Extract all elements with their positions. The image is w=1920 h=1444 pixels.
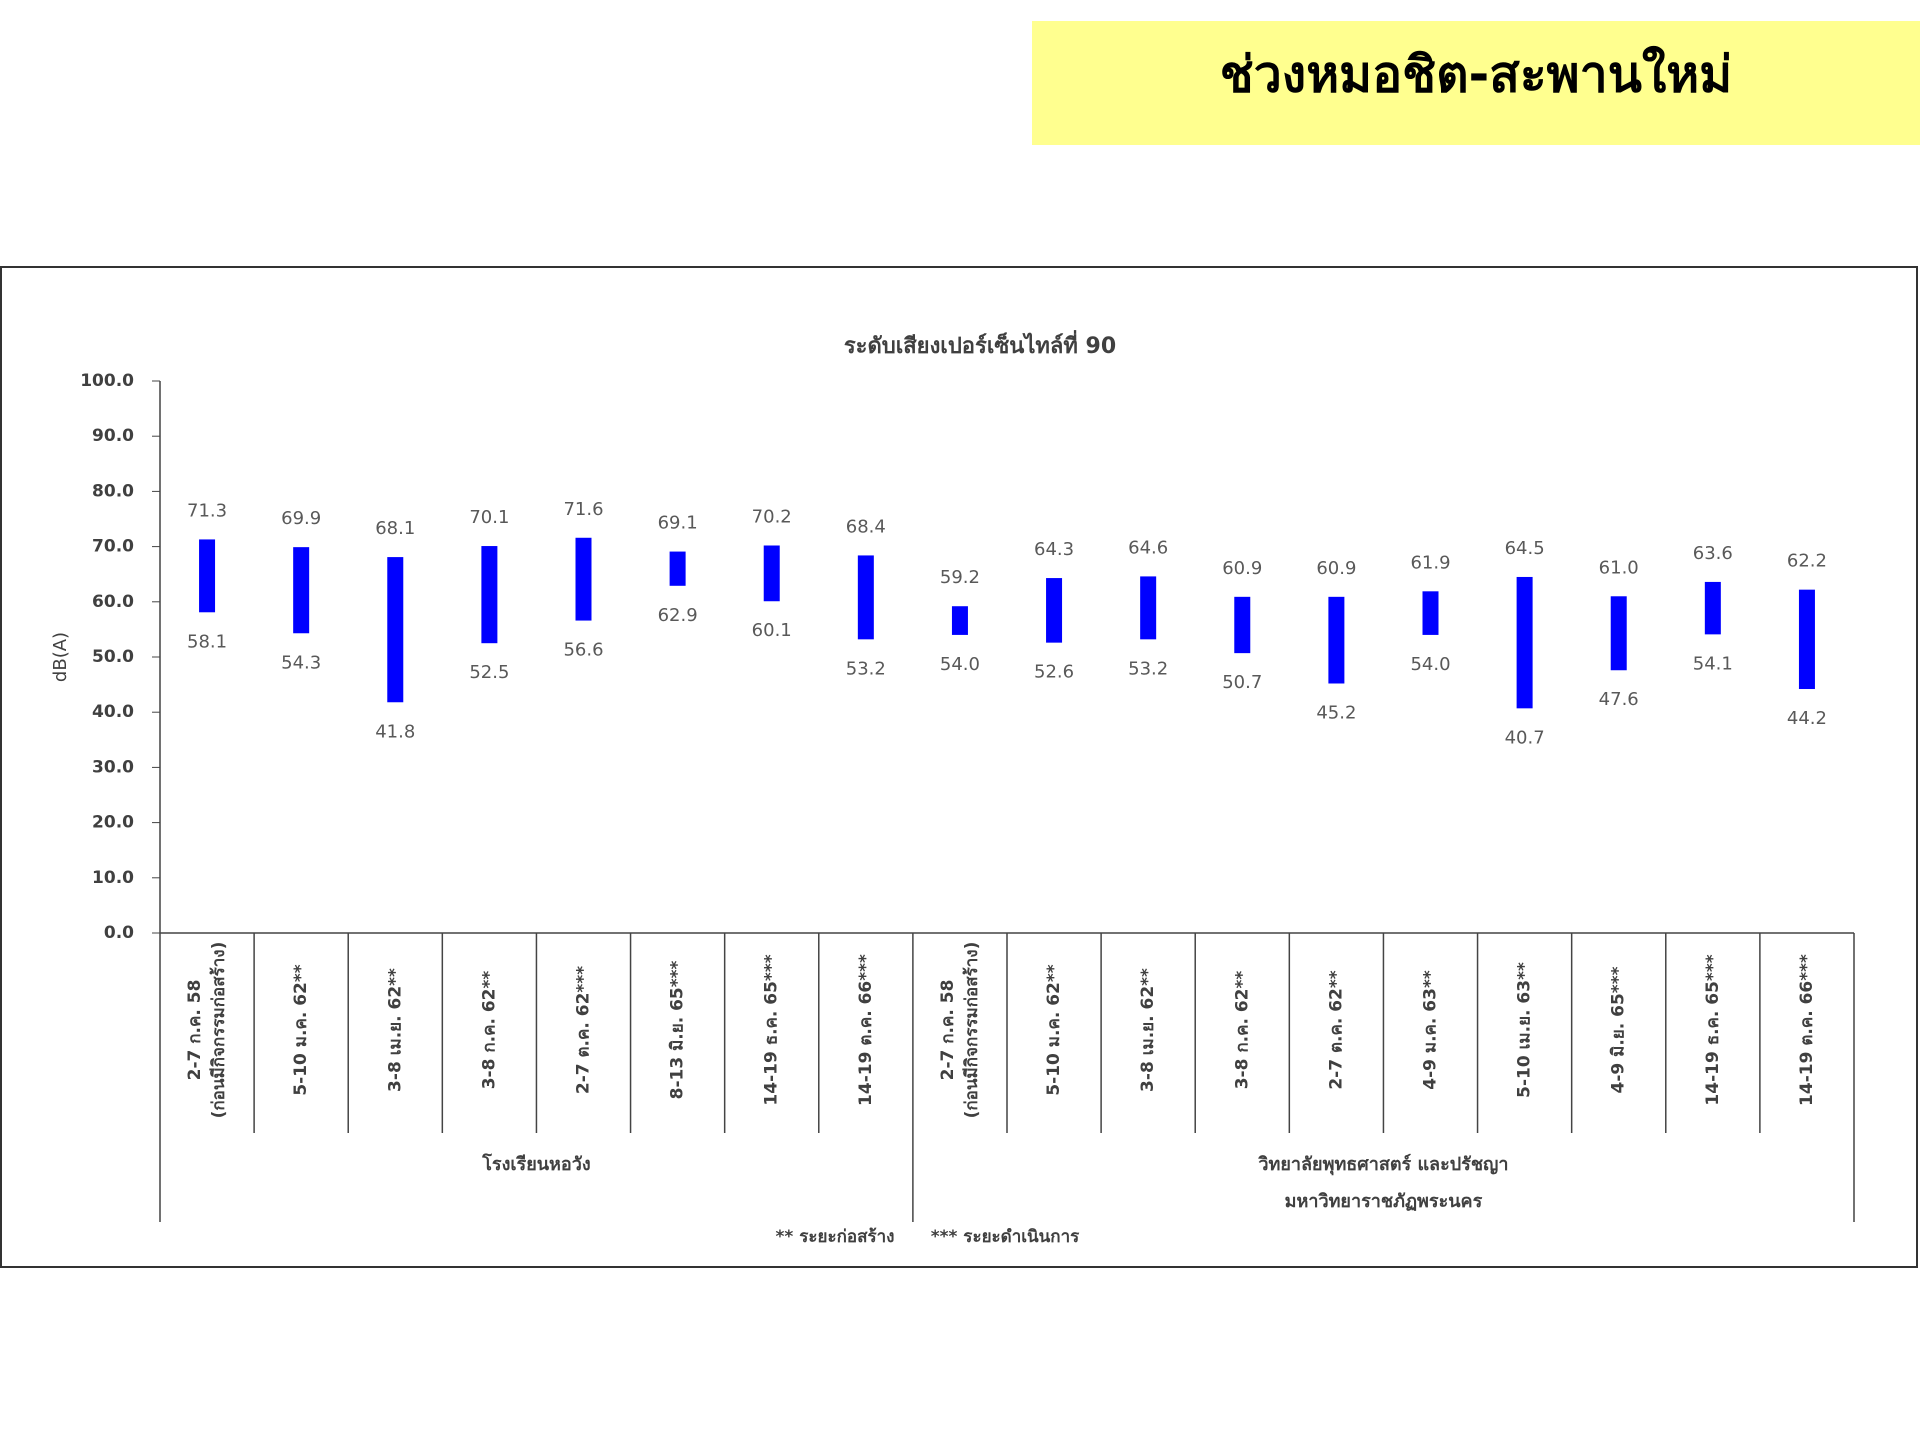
range-bar bbox=[1610, 596, 1627, 671]
range-bar bbox=[1516, 576, 1533, 709]
x-tick-label: 14-19 ต.ค. 66*** bbox=[1797, 954, 1817, 1106]
x-tick-label: 2-7 ต.ค. 62*** bbox=[574, 966, 594, 1094]
y-tick-label: 20.0 bbox=[92, 813, 134, 833]
high-label: 69.1 bbox=[658, 513, 698, 534]
low-label: 50.7 bbox=[1222, 672, 1262, 693]
range-bar bbox=[1140, 576, 1157, 640]
y-tick-label: 80.0 bbox=[92, 481, 134, 501]
low-label: 41.8 bbox=[375, 721, 415, 742]
high-label: 68.1 bbox=[375, 518, 415, 539]
high-label: 70.2 bbox=[752, 506, 792, 527]
range-bar bbox=[481, 546, 498, 644]
x-tick-label: 5-10 เม.ย. 63** bbox=[1515, 962, 1535, 1098]
x-tick-label: 3-8 ก.ค. 62** bbox=[1232, 971, 1252, 1090]
range-bar bbox=[575, 537, 592, 621]
high-label: 70.1 bbox=[469, 507, 509, 528]
y-tick-label: 90.0 bbox=[92, 426, 134, 446]
range-bar bbox=[951, 606, 968, 635]
range-bar bbox=[1704, 581, 1721, 635]
high-label: 68.4 bbox=[846, 516, 886, 537]
high-label: 60.9 bbox=[1222, 558, 1262, 579]
x-tick-label: 3-8 เม.ย. 62** bbox=[385, 968, 405, 1092]
title-box bbox=[1032, 21, 1920, 145]
low-label: 44.2 bbox=[1787, 708, 1827, 729]
chart-title: ระดับเสียงเปอร์เซ็นไทล์ที่ 90 bbox=[844, 329, 1116, 359]
range-bar bbox=[293, 547, 310, 634]
low-label: 60.1 bbox=[752, 620, 792, 641]
low-label: 52.5 bbox=[469, 662, 509, 683]
high-label: 61.0 bbox=[1599, 557, 1639, 578]
low-label: 40.7 bbox=[1505, 727, 1545, 748]
y-tick-label: 70.0 bbox=[92, 537, 134, 557]
range-bar bbox=[1234, 596, 1251, 654]
high-label: 61.9 bbox=[1410, 552, 1450, 573]
chart-frame bbox=[0, 266, 1918, 1268]
low-label: 52.6 bbox=[1034, 662, 1074, 683]
x-tick-label: 2-7 ก.ค. 58 bbox=[185, 980, 205, 1081]
page-title: ช่วงหมอชิต-สะพานใหม่ bbox=[1220, 46, 1732, 104]
high-label: 62.2 bbox=[1787, 551, 1827, 572]
range-bar bbox=[669, 551, 686, 586]
high-label: 59.2 bbox=[940, 567, 980, 588]
y-tick-label: 50.0 bbox=[92, 647, 134, 667]
x-tick-label: 14-19 ต.ค. 66*** bbox=[856, 954, 876, 1106]
x-tick-label: 5-10 ม.ค. 62** bbox=[291, 964, 311, 1095]
y-tick-label: 10.0 bbox=[92, 868, 134, 888]
group-label: วิทยาลัยพุทธศาสตร์ และปรัชญา bbox=[1257, 1153, 1508, 1176]
x-tick-label: 3-8 ก.ค. 62** bbox=[479, 971, 499, 1090]
footnote: *** ระยะดำเนินการ bbox=[931, 1227, 1080, 1247]
x-tick-label: 3-8 เม.ย. 62** bbox=[1138, 968, 1158, 1092]
x-tick-label: 14-19 ธ.ค. 65*** bbox=[1703, 954, 1723, 1105]
range-bar bbox=[1046, 578, 1063, 643]
range-bar bbox=[857, 555, 874, 640]
high-label: 71.3 bbox=[187, 500, 227, 521]
high-label: 69.9 bbox=[281, 508, 321, 529]
x-tick-label: 14-19 ธ.ค. 65*** bbox=[762, 954, 782, 1105]
y-axis-label: dB(A) bbox=[50, 632, 71, 682]
x-tick-label: (ก่อนมีกิจกรรมก่อสร้าง) bbox=[208, 942, 229, 1119]
low-label: 45.2 bbox=[1316, 702, 1356, 723]
x-tick-label: 8-13 มิ.ย. 65*** bbox=[668, 960, 688, 1099]
low-label: 58.1 bbox=[187, 631, 227, 652]
x-tick-label: 2-7 ก.ค. 58 bbox=[938, 980, 958, 1081]
high-label: 64.5 bbox=[1505, 538, 1545, 559]
x-tick-label: 5-10 ม.ค. 62** bbox=[1044, 964, 1064, 1095]
range-bar bbox=[199, 539, 216, 613]
high-label: 64.3 bbox=[1034, 539, 1074, 560]
x-tick-label: 4-9 ม.ค. 63** bbox=[1421, 970, 1441, 1090]
group-label: มหาวิทยาราชภัฏพระนคร bbox=[1285, 1191, 1483, 1212]
low-label: 56.6 bbox=[563, 640, 603, 661]
range-bar bbox=[1328, 596, 1345, 684]
y-tick-label: 60.0 bbox=[92, 592, 134, 612]
high-label: 71.6 bbox=[563, 499, 603, 520]
y-tick-label: 40.0 bbox=[92, 702, 134, 722]
low-label: 54.0 bbox=[940, 654, 980, 675]
x-tick-label: (ก่อนมีกิจกรรมก่อสร้าง) bbox=[961, 942, 982, 1119]
footnote: ** ระยะก่อสร้าง bbox=[776, 1227, 895, 1247]
low-label: 54.1 bbox=[1693, 653, 1733, 674]
low-label: 54.3 bbox=[281, 652, 321, 673]
range-bar bbox=[1422, 591, 1439, 635]
low-label: 62.9 bbox=[658, 605, 698, 626]
range-bar bbox=[763, 545, 780, 602]
high-label: 63.6 bbox=[1693, 543, 1733, 564]
range-bar bbox=[387, 557, 404, 703]
group-label: โรงเรียนหอวัง bbox=[481, 1153, 590, 1175]
high-label: 64.6 bbox=[1128, 537, 1168, 558]
x-tick-label: 4-9 มิ.ย. 65*** bbox=[1609, 966, 1629, 1093]
y-tick-label: 30.0 bbox=[92, 757, 134, 777]
range-bar bbox=[1798, 589, 1815, 690]
low-label: 54.0 bbox=[1410, 654, 1450, 675]
low-label: 47.6 bbox=[1599, 689, 1639, 710]
high-label: 60.9 bbox=[1316, 558, 1356, 579]
low-label: 53.2 bbox=[1128, 658, 1168, 679]
y-tick-label: 100.0 bbox=[80, 371, 134, 391]
x-tick-label: 2-7 ต.ค. 62** bbox=[1326, 970, 1346, 1089]
y-tick-label: 0.0 bbox=[104, 923, 134, 943]
low-label: 53.2 bbox=[846, 658, 886, 679]
